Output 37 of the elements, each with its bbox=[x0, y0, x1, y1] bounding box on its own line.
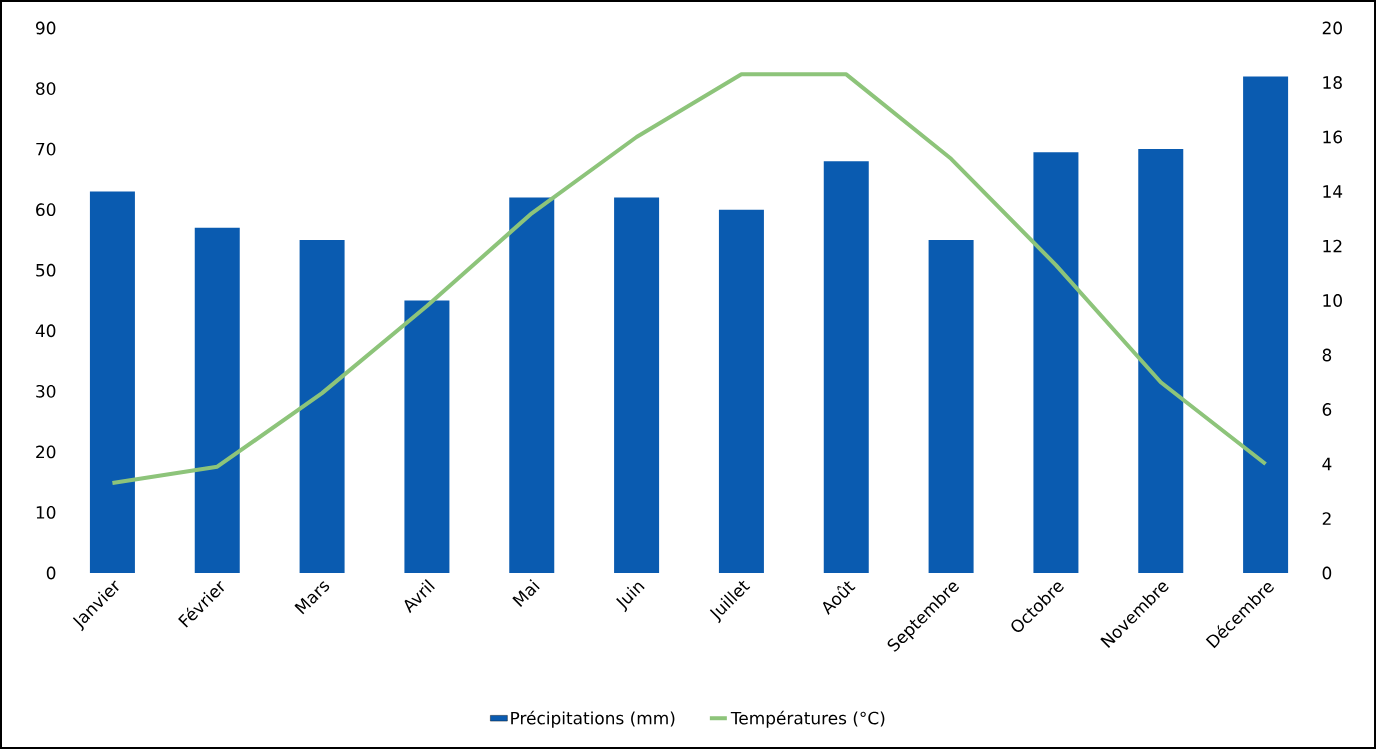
bar bbox=[1138, 149, 1184, 573]
y2-tick-label: 2 bbox=[1322, 512, 1331, 525]
y-tick-label: 20 bbox=[36, 445, 56, 459]
y2-tick-label: 10 bbox=[1323, 294, 1342, 307]
bar bbox=[1243, 76, 1289, 573]
y-tick-label: 30 bbox=[36, 384, 56, 398]
bar bbox=[1033, 152, 1079, 573]
bar bbox=[928, 239, 974, 573]
bar bbox=[614, 197, 660, 573]
bar bbox=[509, 197, 555, 573]
bar bbox=[89, 191, 135, 573]
line-series bbox=[110, 72, 1268, 486]
y-tick-label: 10 bbox=[36, 506, 56, 519]
x-tick-label: Mai bbox=[512, 579, 540, 607]
y-tick-label: 40 bbox=[35, 324, 56, 338]
y-tick-label: 0 bbox=[46, 566, 56, 580]
legend-label: Précipitations (mm) bbox=[511, 710, 675, 728]
bar bbox=[404, 300, 450, 573]
y-tick-label: 80 bbox=[36, 82, 56, 95]
y2-tick-label: 12 bbox=[1323, 239, 1342, 253]
y2-tick-label: 18 bbox=[1323, 76, 1342, 89]
y2-tick-label: 14 bbox=[1323, 185, 1343, 198]
y-tick-label: 90 bbox=[35, 21, 56, 35]
y2-tick-label: 20 bbox=[1322, 21, 1342, 35]
y2-tick-label: 0 bbox=[1322, 566, 1332, 580]
bar bbox=[718, 209, 764, 573]
bar bbox=[299, 239, 345, 573]
y2-tick-label: 8 bbox=[1322, 348, 1332, 362]
y2-tick-label: 6 bbox=[1322, 403, 1332, 416]
y2-tick-label: 16 bbox=[1323, 130, 1343, 144]
bar bbox=[194, 227, 240, 573]
bar bbox=[823, 161, 869, 573]
y-tick-label: 50 bbox=[36, 263, 56, 277]
legend-label: Températures (°C) bbox=[730, 710, 885, 728]
y2-tick-label: 4 bbox=[1322, 457, 1332, 471]
y-tick-label: 70 bbox=[36, 142, 56, 156]
y-tick-label: 60 bbox=[36, 203, 56, 217]
